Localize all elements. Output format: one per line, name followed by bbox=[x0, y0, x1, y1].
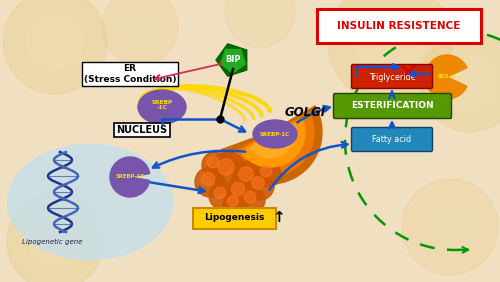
Wedge shape bbox=[221, 106, 322, 184]
Circle shape bbox=[246, 172, 274, 200]
Wedge shape bbox=[242, 120, 305, 167]
Circle shape bbox=[252, 177, 264, 189]
Circle shape bbox=[239, 167, 253, 181]
Text: NUCLEUS: NUCLEUS bbox=[116, 125, 168, 135]
Circle shape bbox=[207, 156, 219, 168]
Wedge shape bbox=[110, 157, 150, 197]
Text: ✕: ✕ bbox=[398, 62, 418, 86]
Circle shape bbox=[260, 165, 272, 177]
Text: SREBP-1C: SREBP-1C bbox=[260, 131, 290, 136]
Circle shape bbox=[225, 0, 295, 47]
FancyBboxPatch shape bbox=[192, 208, 276, 228]
Text: Triglyceride: Triglyceride bbox=[368, 72, 416, 81]
Ellipse shape bbox=[8, 144, 172, 259]
Text: Lipogenesis: Lipogenesis bbox=[204, 213, 264, 222]
Circle shape bbox=[195, 167, 225, 197]
Circle shape bbox=[241, 0, 279, 31]
Circle shape bbox=[201, 172, 215, 186]
Circle shape bbox=[232, 161, 264, 193]
Text: BIP: BIP bbox=[225, 56, 241, 65]
Circle shape bbox=[223, 192, 247, 216]
Circle shape bbox=[225, 177, 255, 207]
Circle shape bbox=[209, 183, 235, 209]
Circle shape bbox=[239, 187, 265, 213]
Circle shape bbox=[119, 6, 161, 48]
Text: ESTERIFICATION: ESTERIFICATION bbox=[350, 102, 434, 111]
Circle shape bbox=[210, 152, 246, 188]
Circle shape bbox=[26, 14, 84, 70]
Text: Fatty acid: Fatty acid bbox=[372, 135, 412, 144]
Text: INSULIN RESISTENCE: INSULIN RESISTENCE bbox=[338, 21, 460, 31]
Circle shape bbox=[214, 187, 226, 199]
Wedge shape bbox=[425, 55, 467, 99]
Circle shape bbox=[424, 201, 476, 254]
Circle shape bbox=[28, 216, 82, 268]
Circle shape bbox=[420, 32, 500, 132]
Text: IRS-1: IRS-1 bbox=[438, 74, 456, 80]
Circle shape bbox=[218, 159, 234, 175]
Circle shape bbox=[102, 0, 178, 65]
Circle shape bbox=[3, 0, 107, 94]
Text: Lipogenetic gene: Lipogenetic gene bbox=[22, 239, 82, 245]
Circle shape bbox=[228, 196, 238, 206]
Text: SREBP-1C: SREBP-1C bbox=[116, 175, 144, 180]
FancyBboxPatch shape bbox=[334, 94, 452, 118]
FancyBboxPatch shape bbox=[317, 9, 481, 43]
FancyBboxPatch shape bbox=[352, 127, 432, 151]
Circle shape bbox=[244, 191, 256, 203]
Text: ↑: ↑ bbox=[272, 210, 284, 226]
Circle shape bbox=[356, 8, 424, 76]
Circle shape bbox=[402, 179, 498, 275]
Circle shape bbox=[255, 161, 281, 187]
Text: GOLGI: GOLGI bbox=[284, 105, 326, 118]
Ellipse shape bbox=[253, 120, 297, 148]
Wedge shape bbox=[250, 125, 296, 158]
Ellipse shape bbox=[138, 90, 186, 124]
Wedge shape bbox=[232, 113, 314, 176]
Text: ER
(Stress Condition): ER (Stress Condition) bbox=[84, 64, 176, 84]
Circle shape bbox=[7, 194, 103, 282]
FancyBboxPatch shape bbox=[352, 65, 432, 89]
Text: SREBP
-1C: SREBP -1C bbox=[152, 100, 172, 110]
Circle shape bbox=[328, 0, 452, 104]
Circle shape bbox=[442, 54, 498, 109]
Circle shape bbox=[231, 182, 245, 196]
Circle shape bbox=[202, 152, 228, 178]
